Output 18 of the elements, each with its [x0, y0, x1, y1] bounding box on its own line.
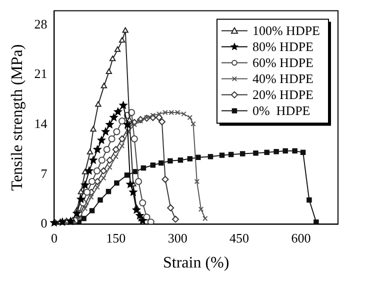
y-tick-label: 7	[40, 166, 48, 181]
legend-label: 40% HDPE	[252, 71, 314, 86]
legend-label: 0% HDPE	[252, 103, 310, 118]
x-tick-label: 150	[106, 230, 126, 246]
legend-label: 20% HDPE	[252, 87, 314, 102]
x-tick-label: 600	[291, 230, 311, 246]
y-tick-label: 0	[40, 216, 48, 231]
legend-label: 60% HDPE	[252, 55, 314, 70]
y-axis-title: Tensile strength (MPa)	[8, 44, 26, 191]
legend-label: 80% HDPE	[252, 39, 314, 54]
y-tick-label: 21	[34, 66, 48, 82]
x-tick-label: 300	[168, 230, 188, 246]
legend-label: 100% HDPE	[252, 23, 320, 38]
x-axis-title: Strain (%)	[163, 254, 230, 272]
y-tick-label: 14	[34, 116, 48, 132]
x-tick-label: 0	[50, 230, 58, 246]
x-tick-label: 450	[230, 230, 250, 246]
y-tick-label: 28	[34, 16, 48, 32]
